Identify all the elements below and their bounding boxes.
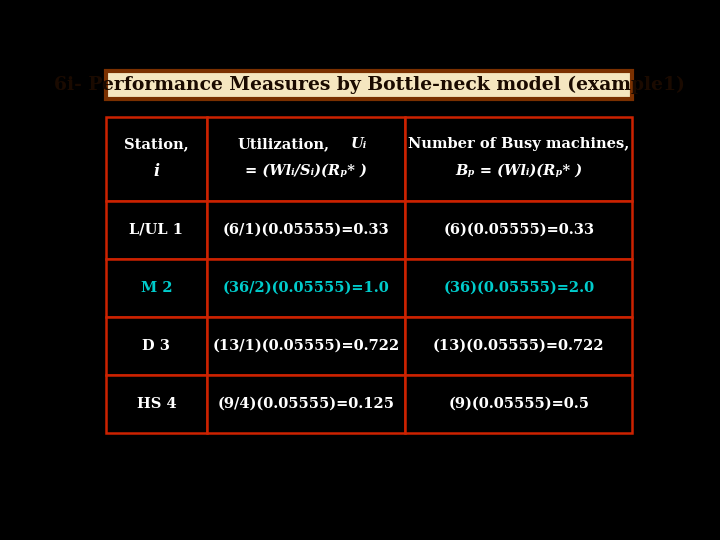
FancyBboxPatch shape xyxy=(405,117,632,200)
Text: L/UL 1: L/UL 1 xyxy=(130,222,184,237)
FancyBboxPatch shape xyxy=(207,375,405,433)
Text: (13)(0.05555)=0.722: (13)(0.05555)=0.722 xyxy=(433,339,605,353)
Text: Bₚ = (Wlᵢ)(Rₚ* ): Bₚ = (Wlᵢ)(Rₚ* ) xyxy=(455,164,582,178)
Text: Uᵢ: Uᵢ xyxy=(351,137,367,151)
Text: M 2: M 2 xyxy=(140,281,172,295)
FancyBboxPatch shape xyxy=(106,71,632,99)
FancyBboxPatch shape xyxy=(106,117,207,200)
FancyBboxPatch shape xyxy=(207,117,405,200)
Text: 6i- Performance Measures by Bottle-neck model (example1): 6i- Performance Measures by Bottle-neck … xyxy=(53,76,685,94)
FancyBboxPatch shape xyxy=(106,259,207,316)
Text: (9)(0.05555)=0.5: (9)(0.05555)=0.5 xyxy=(449,397,590,411)
Text: (13/1)(0.05555)=0.722: (13/1)(0.05555)=0.722 xyxy=(212,339,400,353)
FancyBboxPatch shape xyxy=(207,259,405,316)
Text: Number of Busy machines,: Number of Busy machines, xyxy=(408,137,629,151)
FancyBboxPatch shape xyxy=(405,200,632,259)
Text: (36)(0.05555)=2.0: (36)(0.05555)=2.0 xyxy=(444,281,595,295)
Text: D 3: D 3 xyxy=(143,339,171,353)
FancyBboxPatch shape xyxy=(405,375,632,433)
Text: (6)(0.05555)=0.33: (6)(0.05555)=0.33 xyxy=(444,222,594,237)
Text: (9/4)(0.05555)=0.125: (9/4)(0.05555)=0.125 xyxy=(217,397,395,411)
FancyBboxPatch shape xyxy=(106,316,207,375)
Text: (36/2)(0.05555)=1.0: (36/2)(0.05555)=1.0 xyxy=(223,281,390,295)
FancyBboxPatch shape xyxy=(106,200,207,259)
Text: HS 4: HS 4 xyxy=(137,397,176,411)
FancyBboxPatch shape xyxy=(207,316,405,375)
Text: Station,: Station, xyxy=(124,137,189,151)
FancyBboxPatch shape xyxy=(106,375,207,433)
Text: Utilization,: Utilization, xyxy=(238,137,330,151)
FancyBboxPatch shape xyxy=(405,259,632,316)
Text: i: i xyxy=(153,163,159,180)
Text: = (Wlᵢ/Sᵢ)(Rₚ* ): = (Wlᵢ/Sᵢ)(Rₚ* ) xyxy=(246,164,367,178)
FancyBboxPatch shape xyxy=(207,200,405,259)
Text: (6/1)(0.05555)=0.33: (6/1)(0.05555)=0.33 xyxy=(223,222,390,237)
FancyBboxPatch shape xyxy=(405,316,632,375)
